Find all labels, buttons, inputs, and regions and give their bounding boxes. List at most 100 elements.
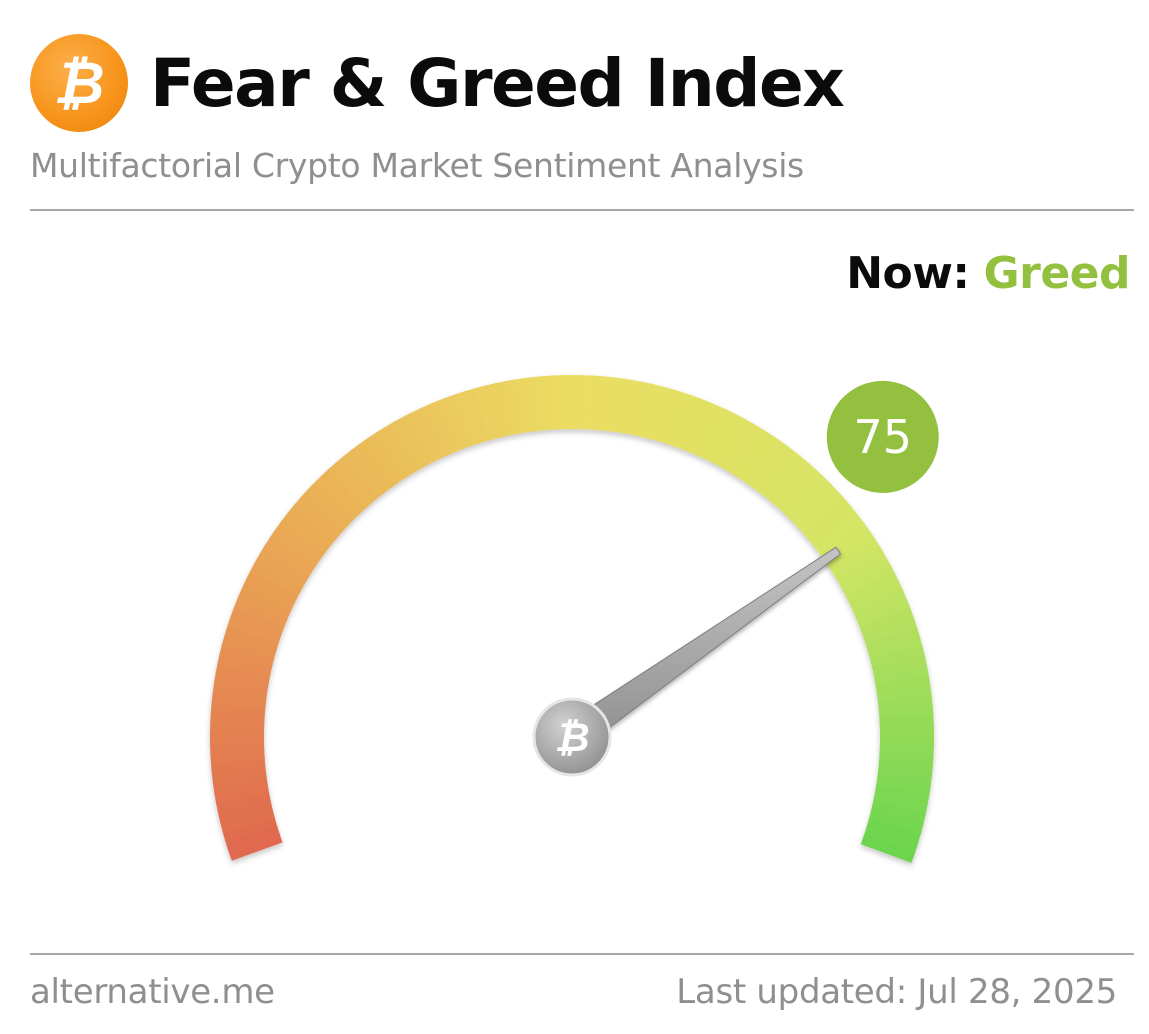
gauge-arc-segment	[710, 413, 746, 467]
gauge-arc-segment	[829, 537, 881, 577]
gauge-hub: ₿	[532, 697, 612, 777]
gauge-arc-segment	[227, 832, 283, 861]
gauge-arc-segment	[879, 734, 935, 747]
gauge-arc-segment	[671, 394, 701, 450]
gauge-arc-segment	[215, 791, 271, 814]
gauge-arc-segment	[215, 663, 271, 685]
header-divider	[30, 209, 1134, 211]
gauge-arc-segment	[483, 383, 507, 439]
gauge-arc-segment	[875, 675, 931, 695]
gauge-arc-segment	[383, 421, 421, 475]
gauge-arc-segment	[695, 405, 728, 459]
gauge-arc-segment	[872, 655, 928, 678]
gauge-arc-segment	[502, 379, 524, 435]
gauge-arc-segment	[814, 513, 865, 555]
gauge-arc-segment	[824, 529, 876, 569]
gauge-arc-segment	[219, 808, 275, 833]
gauge-arc-segment	[803, 498, 852, 542]
header: ₿ Fear & Greed Index	[30, 34, 1134, 134]
gauge-arc-segment	[306, 482, 354, 528]
gauge-arc-segment	[212, 682, 268, 701]
gauge-arc-segment	[224, 824, 280, 852]
gauge-arc-segment	[655, 388, 682, 444]
gauge-arc-segment	[875, 776, 931, 796]
gauge-arc-segment	[299, 489, 348, 534]
source-link[interactable]: alternative.me	[30, 972, 275, 1012]
gauge-arc-segment	[863, 826, 919, 854]
gauge-arc-segment	[358, 437, 399, 489]
gauge-arc-segment	[870, 645, 926, 670]
gauge-arc-segment	[833, 545, 886, 584]
gauge-arc-segment	[853, 589, 908, 622]
gauge-arc-segment	[512, 378, 532, 434]
gauge-arc-segment	[663, 391, 692, 447]
gauge-arc-segment	[264, 535, 316, 575]
gauge-arc-segment	[350, 443, 392, 494]
current-sentiment: Now: Greed	[846, 244, 1130, 304]
gauge-arc-segment	[320, 468, 366, 516]
bitcoin-icon: ₿	[30, 34, 128, 132]
value-badge-text: 75	[853, 410, 912, 464]
gauge-arc-segment	[400, 412, 436, 466]
gauge-arc-segment	[679, 397, 710, 453]
gauge-arc-segment	[455, 390, 483, 446]
footer-divider	[30, 953, 1134, 955]
gauge-arc-segment	[732, 428, 772, 480]
gauge-arc-segment	[219, 643, 275, 668]
gauge-arc-segment	[779, 469, 826, 517]
gauge-arc-segment	[249, 561, 303, 597]
gauge-arc-segment	[269, 527, 321, 568]
gauge-arc-segment	[374, 426, 414, 479]
gauge-arc-segment	[760, 450, 803, 500]
gauge-arc-segment	[342, 449, 386, 499]
gauge-arc-segment	[327, 461, 372, 510]
gauge-arc-segment	[230, 606, 285, 636]
gauge-arc-segment	[725, 423, 763, 476]
value-badge-circle	[826, 380, 939, 493]
gauge-arc-segment	[254, 552, 307, 590]
gauge-arc-segment	[702, 409, 737, 463]
gauge-arc-segment	[237, 587, 292, 620]
gauge-arc-segment	[281, 511, 331, 554]
gauge-arc-segment	[862, 617, 918, 646]
gauge-arc-segment	[391, 417, 428, 470]
gauge-arc-segment	[877, 768, 933, 786]
gauge-arc-segment	[445, 393, 475, 449]
gauge-arc-segment	[639, 383, 663, 439]
gauge-arc-segment	[753, 444, 796, 495]
gauge-arc-segment	[212, 774, 268, 794]
gauge-arc-segment	[797, 490, 846, 536]
gauge-arc-segment	[767, 456, 811, 506]
gauge-arc-segment	[868, 810, 924, 835]
gauge-arc-segment	[217, 653, 273, 676]
gauge-arc-segment	[808, 505, 859, 549]
gauge-arc-segment	[867, 636, 923, 662]
gauge-arc	[209, 375, 935, 863]
gauge-arc-segment	[227, 615, 282, 644]
gauge-arc-segment	[859, 608, 915, 638]
now-value: Greed	[983, 248, 1131, 299]
gauge-arc-segment	[493, 381, 516, 437]
gauge-arc-segment	[427, 400, 459, 455]
gauge-arc-segment	[879, 724, 934, 737]
gauge-arc-segment	[287, 504, 337, 547]
gauge-arc-segment	[221, 634, 277, 660]
hub-glyph: ₿	[554, 715, 589, 761]
gauge-arc-segment	[233, 596, 289, 628]
bitcoin-icon	[532, 697, 612, 777]
gauge-arc-segment	[313, 475, 360, 522]
gauge-arc-segment	[211, 692, 267, 710]
gauge-arc-segment	[865, 626, 921, 654]
gauge-arc-segment	[866, 818, 922, 845]
gauge-arc-segment	[209, 732, 265, 745]
gauge-arc-segment	[213, 672, 269, 693]
gauge-arc-segment	[791, 483, 839, 529]
gauge-arc-segment	[245, 569, 299, 605]
gauge-arc-segment	[275, 519, 326, 561]
gauge-arc-segment	[562, 375, 575, 430]
gauge-arc-segment	[647, 385, 673, 442]
gauge-arc-segment	[614, 378, 634, 434]
gauge-arc-segment	[436, 397, 467, 452]
gauge-arc-segment	[552, 375, 566, 430]
now-label: Now:	[846, 248, 970, 299]
